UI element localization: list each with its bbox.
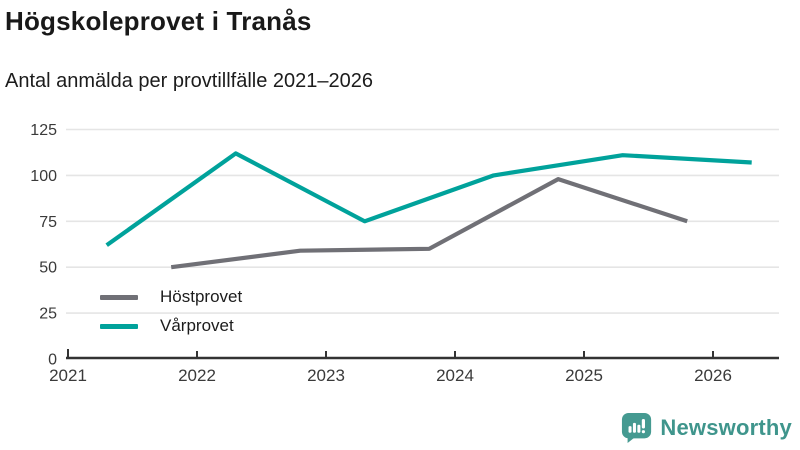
legend-item-varprovet: Vårprovet (100, 317, 242, 335)
page-title: Högskoleprovet i Tranås (5, 6, 312, 36)
y-tick-label: 125 (30, 122, 57, 139)
newsworthy-logo: Newsworthy (621, 412, 792, 444)
y-tick-label: 75 (39, 214, 57, 231)
legend-label-varprovet: Vårprovet (160, 316, 234, 335)
legend-item-hostprovet: Höstprovet (100, 288, 242, 306)
x-tick-label: 2024 (436, 366, 474, 385)
legend-swatch-varprovet (100, 323, 138, 329)
series-line-1 (105, 151, 752, 247)
y-tick-label: 0 (48, 352, 57, 369)
series-line-0 (170, 177, 688, 270)
x-tick-label: 2021 (49, 366, 87, 385)
legend: Höstprovet Vårprovet (100, 288, 242, 335)
y-tick-label: 25 (39, 306, 57, 323)
legend-label-hostprovet: Höstprovet (160, 287, 243, 306)
x-tick-label: 2022 (178, 366, 216, 385)
y-tick-label: 100 (30, 168, 57, 185)
page-subtitle: Antal anmälda per provtillfälle 2021–202… (5, 70, 374, 92)
brand-name: Newsworthy (660, 415, 792, 440)
y-tick-label: 50 (39, 260, 57, 277)
newsworthy-speech-bubble-chart-icon (622, 412, 652, 444)
x-tick-label: 2026 (694, 366, 732, 385)
x-tick-label: 2025 (565, 366, 603, 385)
x-tick-label: 2023 (307, 366, 345, 385)
legend-swatch-hostprovet (100, 294, 138, 300)
